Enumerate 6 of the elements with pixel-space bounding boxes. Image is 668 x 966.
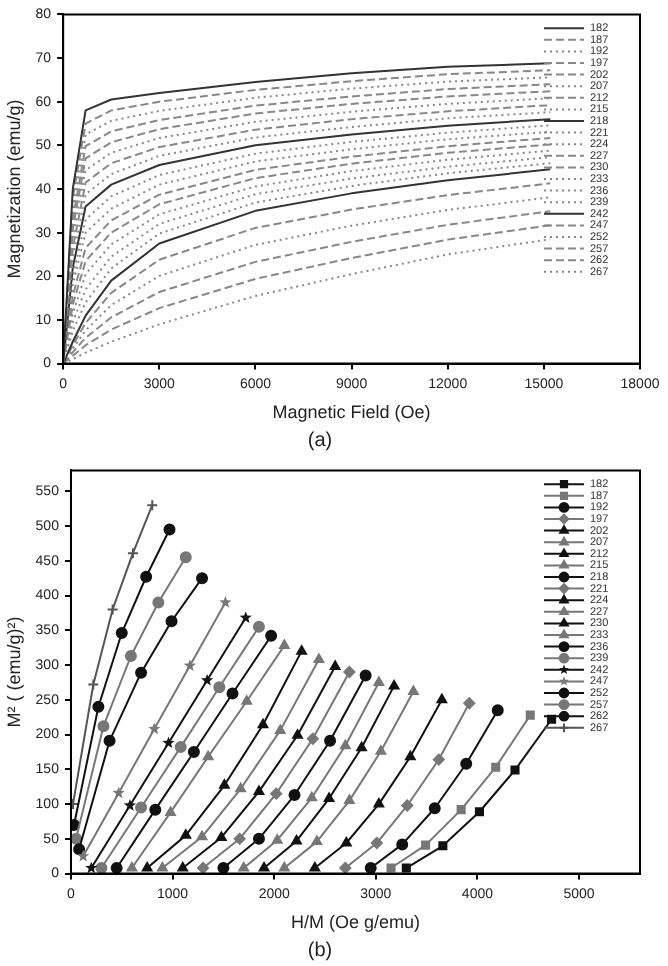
y-axis-title: M² ( (emu/g)²): [3, 616, 24, 728]
text: (a): [307, 429, 333, 452]
y-axis-title: Magnetization (emu/g): [3, 99, 24, 279]
x-axis-title: H/M (Oe g/emu): [290, 912, 420, 933]
x-axis-title: Magnetic Field (Oe): [272, 402, 431, 423]
text: (b): [307, 939, 333, 962]
